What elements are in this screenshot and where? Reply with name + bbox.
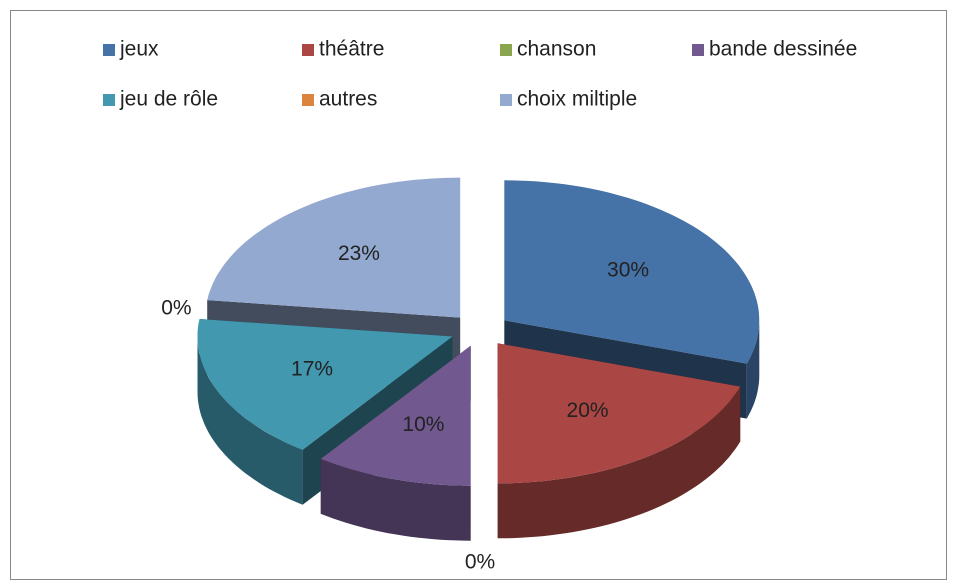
data-label: 20% <box>567 399 609 422</box>
slice-side <box>320 458 471 541</box>
legend-swatch <box>302 44 314 56</box>
chart-frame <box>10 10 947 580</box>
pie-slice <box>320 345 471 486</box>
legend-swatch <box>302 94 314 106</box>
legend-label: théâtre <box>319 38 384 61</box>
legend-swatch <box>103 94 115 106</box>
legend-swatch <box>500 94 512 106</box>
legend-label: choix miltiple <box>517 88 637 111</box>
legend-label: bande dessinée <box>709 38 857 61</box>
pie-tops <box>197 177 760 486</box>
data-label: 0% <box>465 551 495 574</box>
data-label: 10% <box>402 413 444 436</box>
legend-label: jeux <box>119 38 159 61</box>
legend-label: autres <box>319 88 377 111</box>
slice-side <box>197 336 303 505</box>
data-label: 23% <box>338 242 380 265</box>
slice-side <box>746 320 760 419</box>
legend-label: jeu de rôle <box>119 88 218 111</box>
pie-slice <box>197 319 453 450</box>
legend-swatch <box>103 44 115 56</box>
slice-side <box>497 386 741 539</box>
data-label: 0% <box>161 296 191 319</box>
data-label: 17% <box>291 357 333 380</box>
legend-swatch <box>692 44 704 56</box>
data-label: 30% <box>607 258 649 281</box>
legend-swatch <box>500 44 512 56</box>
legend-label: chanson <box>517 38 596 61</box>
pie-slice <box>504 180 760 364</box>
pie-slice <box>207 177 461 318</box>
pie-slice <box>497 343 741 484</box>
